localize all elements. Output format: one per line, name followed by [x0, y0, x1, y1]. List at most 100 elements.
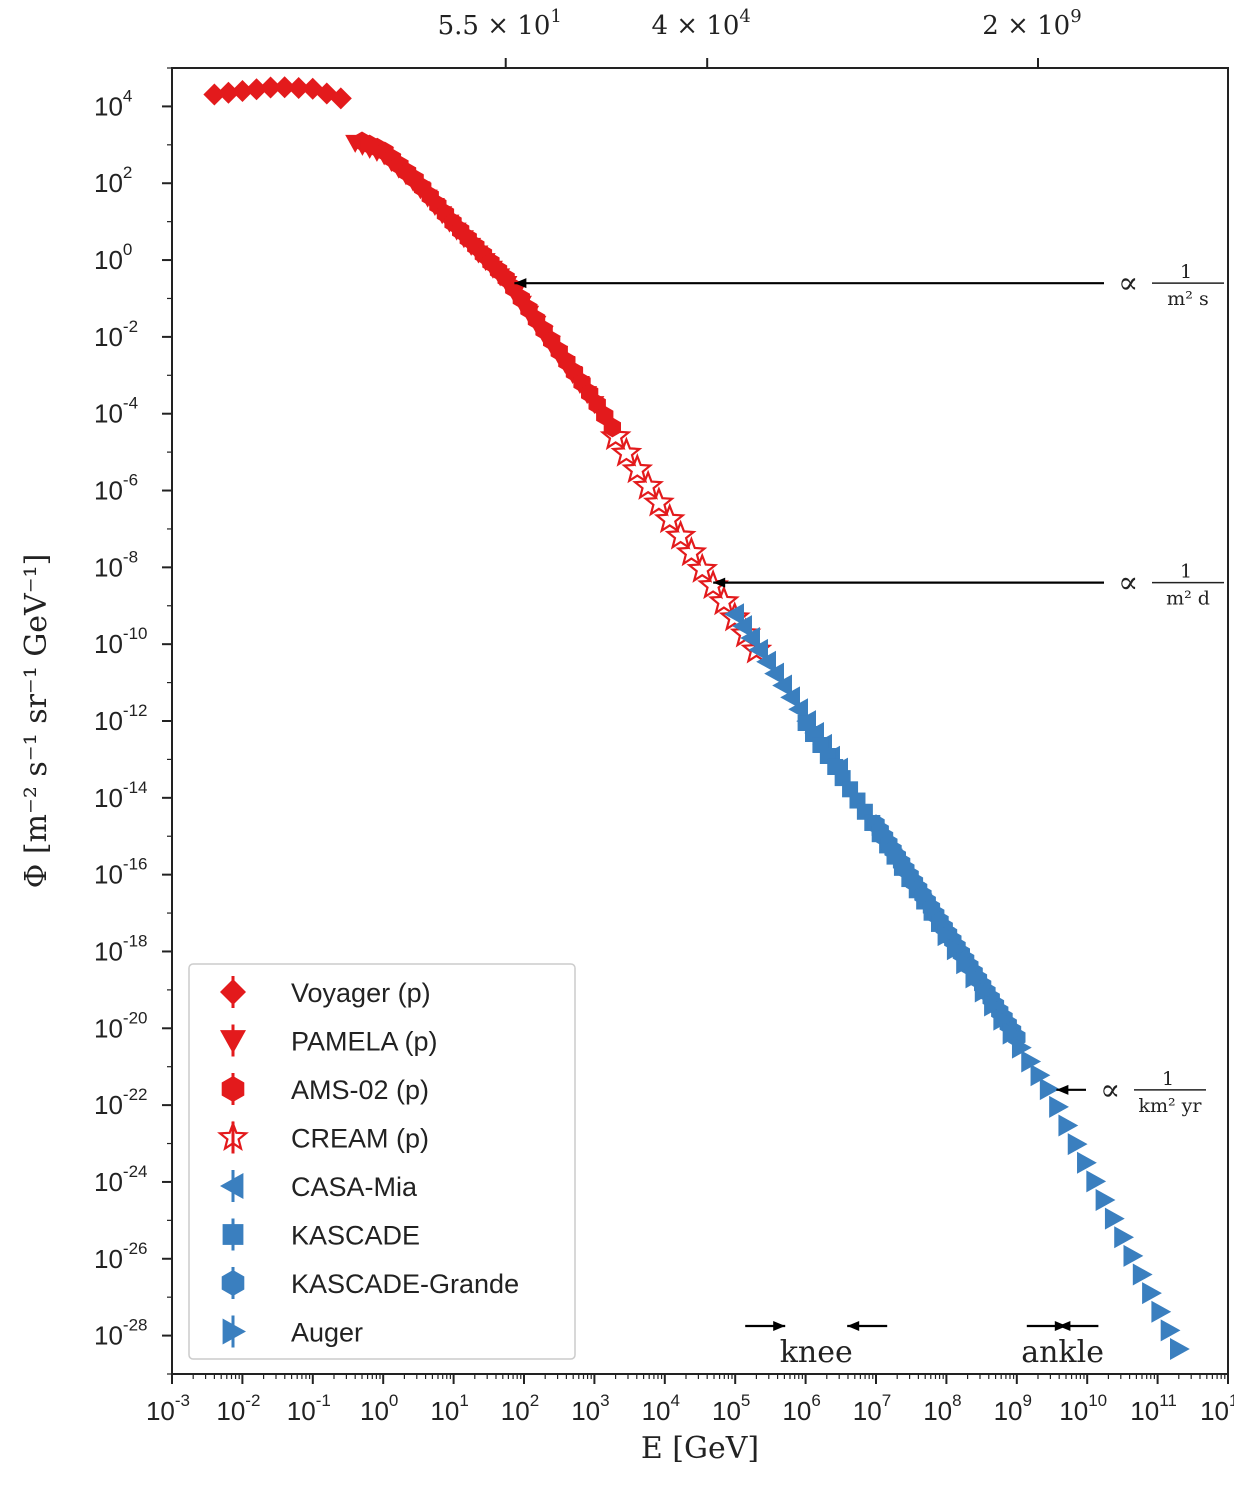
- legend-entry: Voyager (p): [220, 976, 431, 1008]
- data-point: [1058, 1114, 1079, 1137]
- x-tick-label: 1010: [1059, 1391, 1107, 1426]
- y-tick-exponent: -26: [123, 1239, 148, 1258]
- y-tick-label: 10-24: [94, 1162, 148, 1197]
- x-tick-label: 102: [501, 1391, 539, 1426]
- data-point: [642, 486, 675, 517]
- data-point: [772, 674, 792, 697]
- data-point: [1160, 1319, 1181, 1342]
- data-point: [1123, 1244, 1144, 1267]
- data-point: [287, 77, 310, 100]
- x-tick-exponent: 9: [1023, 1391, 1032, 1410]
- y-tick-exponent: -4: [123, 394, 138, 413]
- series-voyager-p: [203, 76, 352, 110]
- top-tick-exponent: 9: [1070, 6, 1081, 27]
- x-tick-label: 106: [782, 1391, 820, 1426]
- x-tick-exponent: 11: [1159, 1391, 1177, 1410]
- y-tick-exponent: 2: [123, 163, 132, 182]
- y-tick-label: 102: [94, 163, 132, 198]
- data-point: [1142, 1282, 1162, 1305]
- y-tick-label: 104: [94, 86, 132, 121]
- data-point: [329, 87, 352, 110]
- x-tick-label: 100: [360, 1391, 398, 1426]
- x-axis: 10-3 10-2 10-1 100 101 102 103 104 105 106 107 108 1…: [146, 1374, 1234, 1426]
- data-point: [686, 552, 719, 583]
- x-tick-exponent: 4: [671, 1391, 680, 1410]
- legend-label: Voyager (p): [291, 978, 431, 1008]
- data-point: [1021, 1050, 1042, 1073]
- proportional-symbol: ∝: [1118, 566, 1138, 601]
- series-auger: [937, 924, 1190, 1361]
- legend-label: KASCADE: [291, 1221, 420, 1251]
- y-tick-label: 10-26: [94, 1239, 148, 1274]
- legend-entry: AMS-02 (p): [221, 1073, 429, 1105]
- x-tick-label: 103: [571, 1391, 609, 1426]
- x-tick-label: 107: [853, 1391, 891, 1426]
- x-tick-label: 108: [923, 1391, 961, 1426]
- data-point: [1002, 1022, 1023, 1045]
- data-point: [718, 601, 751, 632]
- x-tick-exponent: 3: [600, 1391, 609, 1410]
- flux-arrow-head: [514, 278, 527, 289]
- y-tick-label: 100: [94, 240, 132, 275]
- fraction-numerator: 1: [1180, 261, 1192, 283]
- y-tick-label: 10-12: [94, 701, 148, 736]
- y-tick-exponent: -2: [123, 317, 138, 336]
- x-tick-exponent: 0: [389, 1391, 398, 1410]
- x-tick-exponent: -3: [175, 1391, 190, 1410]
- y-tick-exponent: -22: [123, 1085, 148, 1104]
- y-tick-label: 10-6: [94, 471, 138, 506]
- data-point: [217, 81, 240, 104]
- y-tick-exponent: -14: [123, 778, 148, 797]
- x-tick-exponent: 1: [459, 1391, 468, 1410]
- fraction-numerator: 1: [1162, 1068, 1174, 1090]
- annotation-layer: ∝ 1 m² s ∝ 1 m² d ∝ 1 km² yr knee ankle: [514, 261, 1224, 1370]
- data-point: [724, 603, 744, 626]
- data-point: [740, 627, 760, 650]
- x-tick-exponent: -1: [316, 1391, 331, 1410]
- y-tick-label: 10-2: [94, 317, 138, 352]
- data-point: [1151, 1300, 1172, 1323]
- data-point: [965, 966, 986, 989]
- legend-entry: KASCADE-Grande: [221, 1267, 519, 1299]
- top-tick-exponent: 4: [739, 6, 750, 27]
- data-point: [748, 638, 768, 661]
- legend-box: [188, 963, 576, 1360]
- series-layer: [203, 76, 1190, 1361]
- legend-label: CASA-Mia: [291, 1172, 418, 1202]
- x-tick-label: 1012: [1200, 1391, 1234, 1426]
- region-arrow-left-head: [1058, 1321, 1071, 1331]
- top-tick-label: 2 × 109: [982, 6, 1081, 41]
- region-label-knee: knee: [780, 1335, 853, 1370]
- data-point: [632, 469, 665, 500]
- legend-entry: CREAM (p): [217, 1120, 429, 1154]
- x-axis-title: E [GeV]: [641, 1431, 759, 1466]
- top-tick-label: 5.5 × 101: [438, 6, 562, 41]
- data-point: [273, 76, 296, 99]
- y-axis: 10-2810-2610-2410-2210-2010-1810-1610-14…: [94, 67, 172, 1375]
- y-tick-exponent: -20: [123, 1008, 148, 1027]
- data-point: [764, 662, 784, 685]
- x-tick-label: 109: [994, 1391, 1032, 1426]
- data-point: [1067, 1133, 1088, 1156]
- legend-entry: KASCADE: [222, 1218, 420, 1251]
- legend-label: KASCADE-Grande: [291, 1269, 519, 1299]
- data-point: [974, 980, 995, 1003]
- x-tick-exponent: 5: [741, 1391, 750, 1410]
- series-ams-02-p: [353, 131, 621, 438]
- legend-marker: [221, 1270, 245, 1296]
- legend-marker: [217, 1120, 249, 1151]
- y-tick-label: 10-28: [94, 1316, 148, 1351]
- data-point: [675, 536, 708, 567]
- data-point: [599, 419, 632, 451]
- region-arrow-right-head: [773, 1321, 786, 1331]
- legend-marker: [220, 1173, 244, 1199]
- top-axis: 5.5 × 101 4 × 104 2 × 109: [438, 6, 1082, 68]
- fraction-denominator: m² s: [1167, 288, 1208, 310]
- legend-label: AMS-02 (p): [291, 1075, 429, 1105]
- data-point: [946, 938, 967, 961]
- x-tick-exponent: 10: [1088, 1391, 1107, 1410]
- y-tick-exponent: -28: [123, 1316, 148, 1335]
- data-point: [937, 924, 958, 947]
- legend-marker: [222, 1318, 246, 1345]
- data-point: [1039, 1078, 1060, 1101]
